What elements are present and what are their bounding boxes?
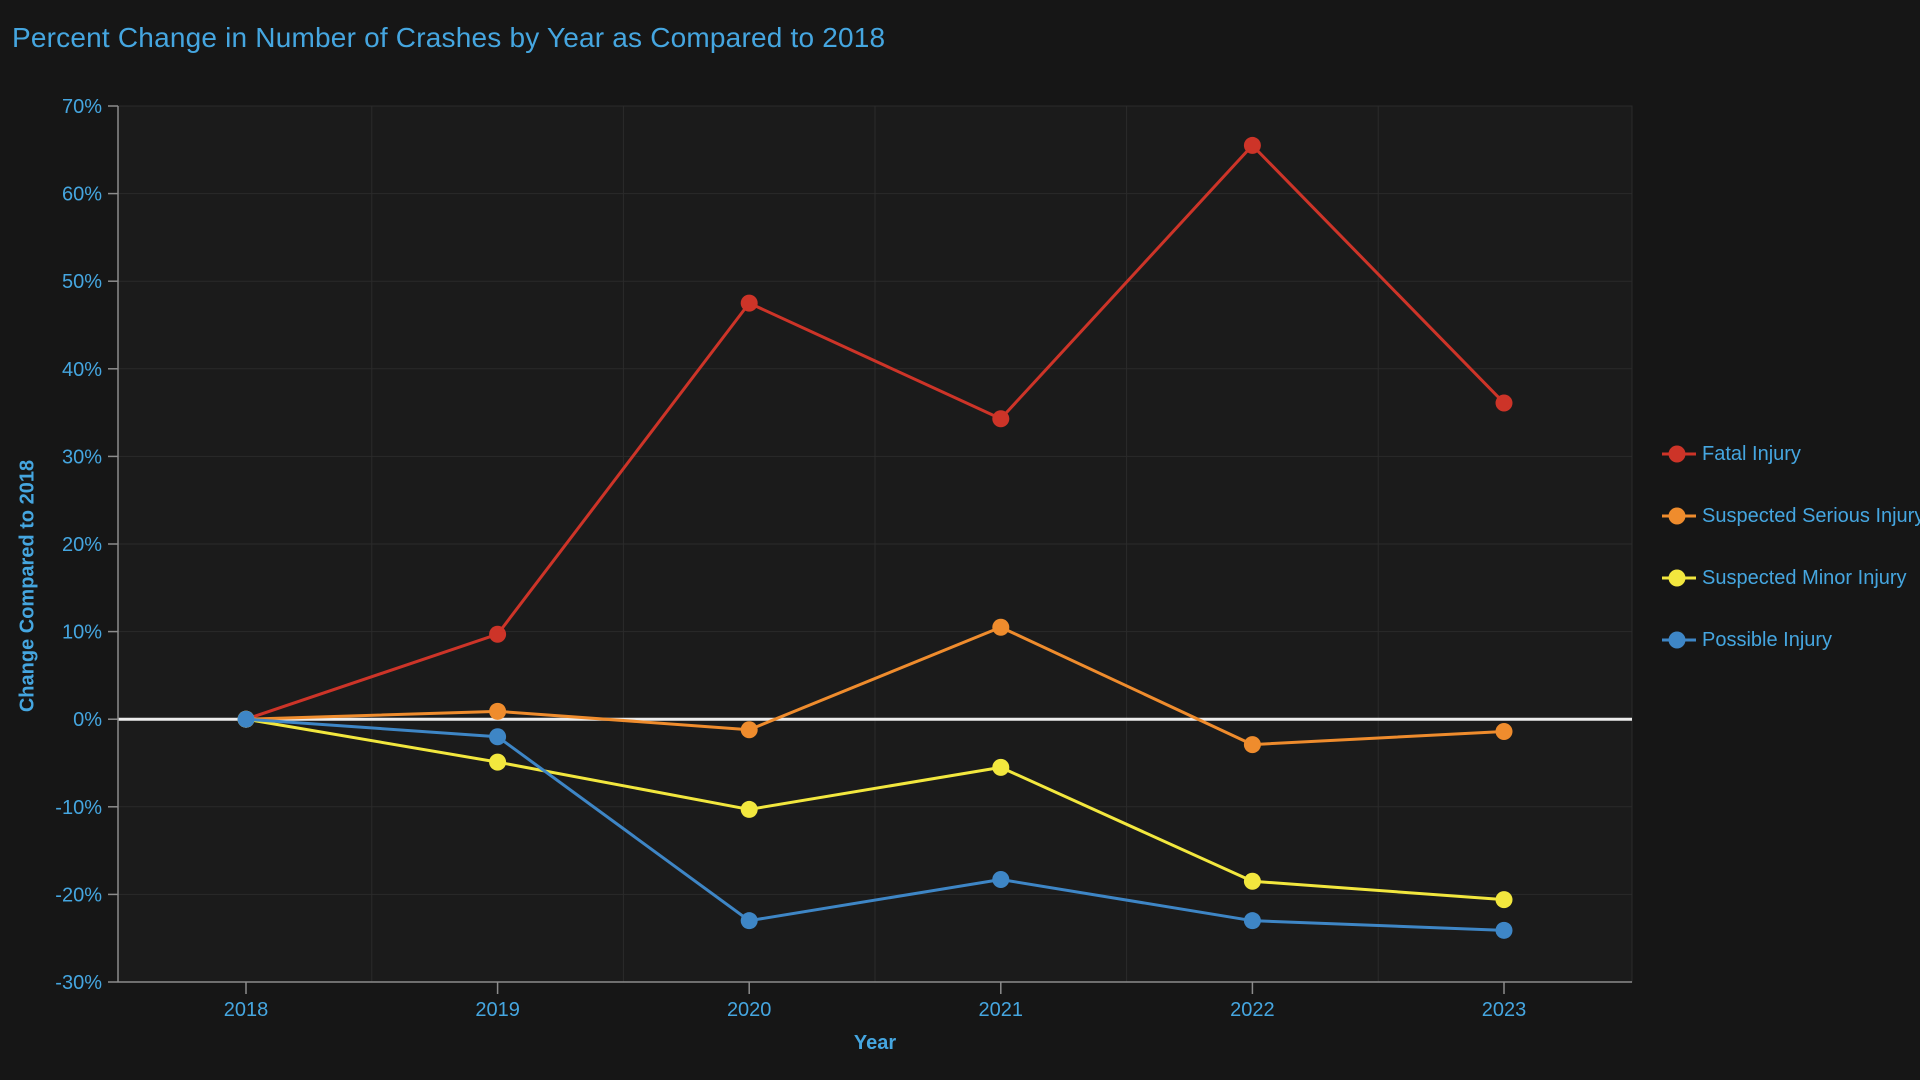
data-point-possible-injury-2020[interactable] (740, 912, 758, 930)
y-tick-label: 10% (62, 622, 102, 644)
y-tick-label: 40% (62, 359, 102, 381)
legend-item-suspected-minor-injury[interactable]: Suspected Minor Injury (1662, 566, 1920, 590)
legend-item-suspected-serious-injury[interactable]: Suspected Serious Injury (1662, 504, 1920, 528)
y-tick-label: 50% (62, 271, 102, 293)
legend-marker-icon (1662, 507, 1696, 525)
data-point-suspected-minor-injury-2023[interactable] (1495, 891, 1513, 909)
y-tick-label: 60% (62, 184, 102, 206)
y-tick-label: 0% (73, 709, 102, 731)
legend: Fatal Injury Suspected Serious Injury Susp… (1662, 442, 1920, 652)
series-line-suspected-minor-injury (244, 717, 1506, 902)
legend-label: Possible Injury (1702, 628, 1833, 651)
y-tick-label: 70% (62, 96, 102, 118)
x-axis-title: Year (853, 1032, 897, 1054)
data-point-suspected-serious-injury-2023[interactable] (1495, 722, 1513, 740)
data-point-suspected-minor-injury-2022[interactable] (1243, 872, 1261, 890)
data-point-fatal-injury-2022[interactable] (1243, 136, 1261, 154)
y-tick-label: -10% (55, 797, 102, 819)
legend-marker-icon (1662, 445, 1696, 463)
x-tick-label: 2021 (979, 999, 1024, 1021)
data-point-suspected-minor-injury-2019[interactable] (489, 753, 507, 771)
series-line-fatal-injury (244, 143, 1506, 721)
y-tick-label: 30% (62, 446, 102, 468)
x-axis: 2018 2019 2020 2021 2022 2023 (118, 981, 1632, 1021)
series-line-suspected-serious-injury (244, 625, 1506, 747)
legend-item-possible-injury[interactable]: Possible Injury (1662, 628, 1920, 652)
data-point-suspected-serious-injury-2021[interactable] (992, 618, 1010, 636)
y-tick-label: 20% (62, 534, 102, 556)
y-axis: 70% 60% 50% 40% 30% 20% 10% 0% -10% -20% -30% (55, 96, 119, 994)
data-point-suspected-minor-injury-2021[interactable] (992, 758, 1010, 776)
data-point-fatal-injury-2021[interactable] (992, 410, 1010, 428)
x-tick-label: 2018 (224, 999, 269, 1021)
x-tick-label: 2022 (1230, 999, 1275, 1021)
y-axis-title: Change Compared to 2018 (16, 459, 39, 713)
y-tick-label: -20% (55, 884, 102, 906)
series-suspected-minor-injury (237, 710, 1513, 909)
data-point-possible-injury-2018[interactable] (237, 710, 255, 728)
x-tick-label: 2020 (727, 999, 772, 1021)
data-point-suspected-minor-injury-2020[interactable] (740, 800, 758, 818)
series-line-possible-injury (244, 717, 1506, 932)
legend-marker-icon (1662, 631, 1696, 649)
data-point-possible-injury-2019[interactable] (489, 728, 507, 746)
legend-marker-icon (1662, 569, 1696, 587)
data-point-possible-injury-2022[interactable] (1243, 912, 1261, 930)
series-possible-injury (237, 710, 1513, 939)
data-point-fatal-injury-2019[interactable] (489, 625, 507, 643)
legend-item-fatal-injury[interactable]: Fatal Injury (1662, 442, 1920, 466)
data-point-possible-injury-2023[interactable] (1495, 921, 1513, 939)
chart-title: Percent Change in Number of Crashes by Y… (12, 22, 886, 53)
y-tick-label: -30% (55, 972, 102, 994)
data-point-suspected-serious-injury-2022[interactable] (1243, 736, 1261, 754)
data-point-suspected-serious-injury-2020[interactable] (740, 721, 758, 739)
data-point-fatal-injury-2023[interactable] (1495, 394, 1513, 412)
data-point-fatal-injury-2020[interactable] (740, 294, 758, 312)
x-tick-label: 2019 (475, 999, 520, 1021)
x-tick-label: 2023 (1482, 999, 1527, 1021)
legend-label: Suspected Minor Injury (1702, 566, 1907, 589)
data-point-possible-injury-2021[interactable] (992, 871, 1010, 889)
data-point-suspected-serious-injury-2019[interactable] (489, 702, 507, 720)
legend-label: Suspected Serious Injury (1702, 504, 1920, 527)
legend-label: Fatal Injury (1702, 442, 1801, 465)
